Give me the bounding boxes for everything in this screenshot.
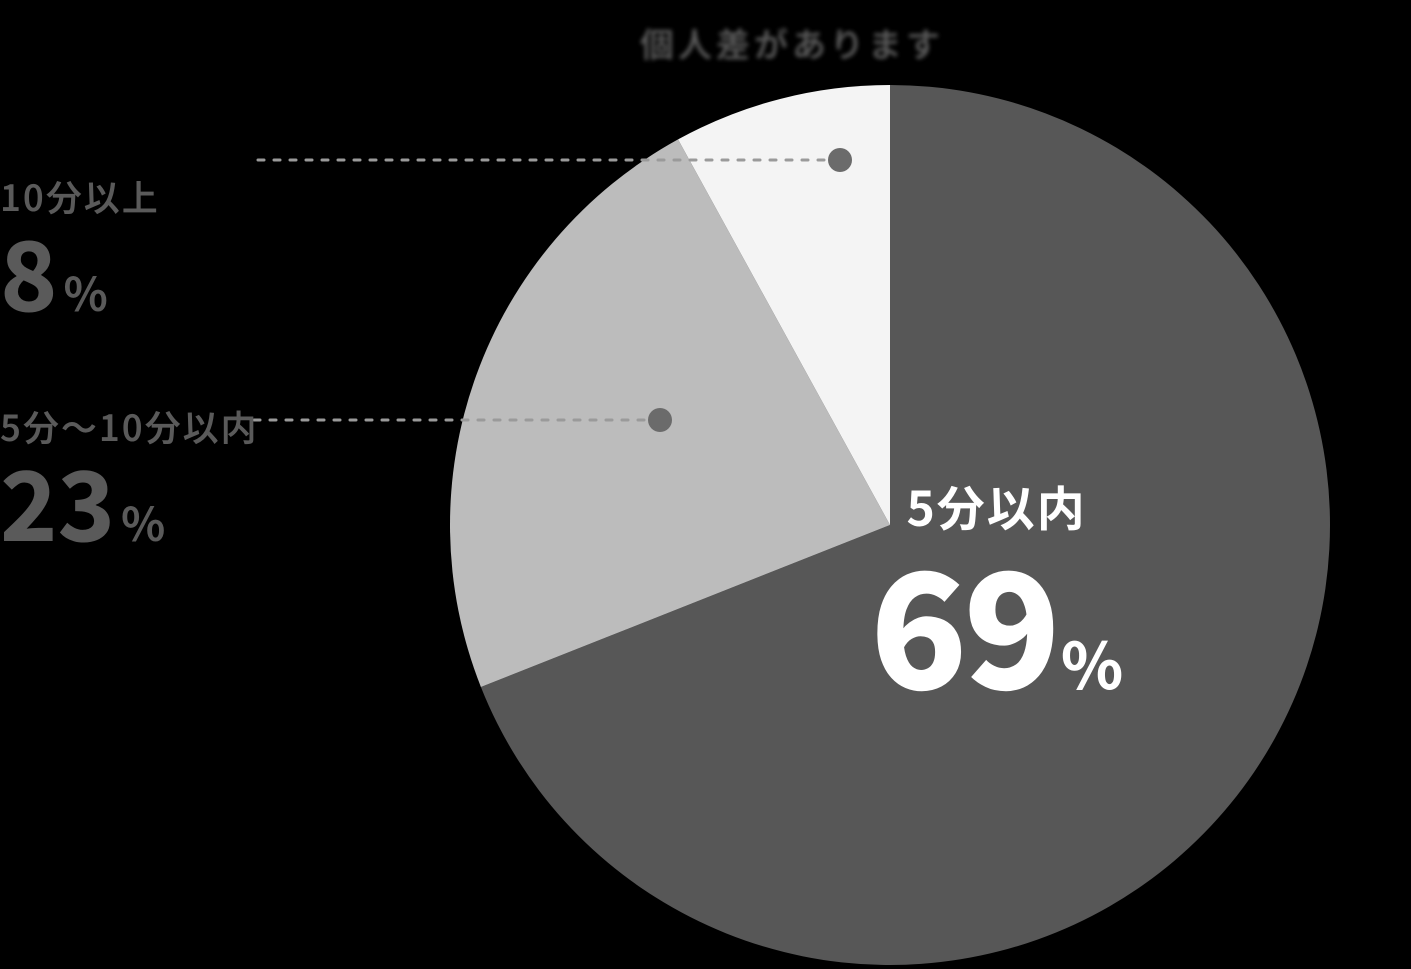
label-5to10-value: 23 bbox=[0, 452, 115, 548]
top-caption-blurred: 個人差があります bbox=[640, 18, 944, 67]
label-5to10: 5分〜10分以内 23 % bbox=[0, 400, 259, 555]
leader-dot-within5to10 bbox=[648, 408, 672, 432]
label-main-pct: % bbox=[1061, 616, 1123, 708]
label-main-slice: 5分以内 69 % bbox=[870, 470, 1123, 708]
label-5to10-pct: % bbox=[121, 489, 165, 555]
chart-stage: 個人差があります 10分以上 8 % 5分〜10分以内 23 % 5分以内 69… bbox=[0, 0, 1411, 969]
label-main-value: 69 bbox=[870, 540, 1057, 700]
label-over10-value: 8 bbox=[0, 222, 58, 318]
label-over10: 10分以上 8 % bbox=[0, 170, 160, 325]
label-over10-pct: % bbox=[64, 259, 108, 325]
leader-dot-over10 bbox=[828, 148, 852, 172]
